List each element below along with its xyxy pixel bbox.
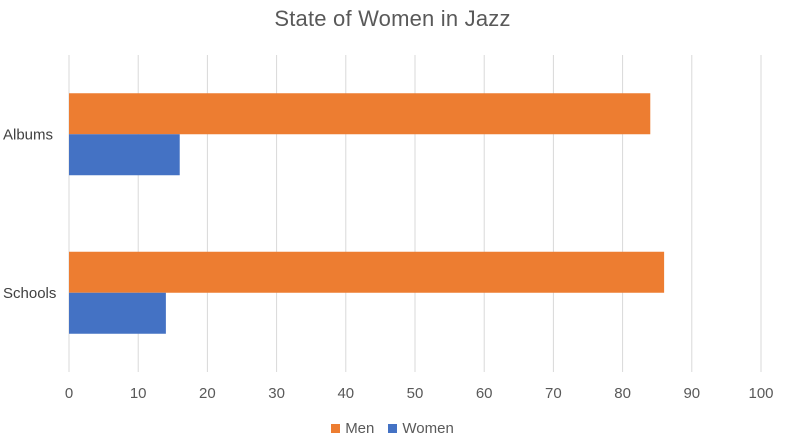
legend-swatch-men: [331, 424, 341, 433]
x-tick-label-40: 40: [337, 385, 354, 402]
category-label-schools: Schools: [3, 285, 56, 302]
x-tick-label-70: 70: [545, 385, 562, 402]
x-tick-label-0: 0: [65, 385, 73, 402]
legend: Men Women: [0, 420, 785, 437]
bar-women-albums: [69, 134, 180, 176]
x-tick-label-30: 30: [268, 385, 285, 402]
bar-women-schools: [69, 292, 166, 334]
chart-title: State of Women in Jazz: [274, 6, 511, 31]
bar-men-schools: [69, 251, 665, 293]
x-tick-label-10: 10: [130, 385, 147, 402]
legend-swatch-women: [388, 424, 398, 433]
x-tick-label-20: 20: [199, 385, 216, 402]
x-tick-label-50: 50: [407, 385, 424, 402]
x-tick-label-90: 90: [683, 385, 700, 402]
x-tick-label-60: 60: [476, 385, 493, 402]
category-label-albums: Albums: [3, 126, 53, 143]
legend-label-men: Men: [345, 420, 375, 437]
x-tick-label-100: 100: [748, 385, 773, 402]
legend-label-women: Women: [402, 420, 454, 437]
legend-item-men: Men: [331, 420, 374, 437]
x-tick-label-80: 80: [614, 385, 631, 402]
legend-item-women: Women: [388, 420, 454, 437]
bar-men-albums: [69, 93, 651, 135]
